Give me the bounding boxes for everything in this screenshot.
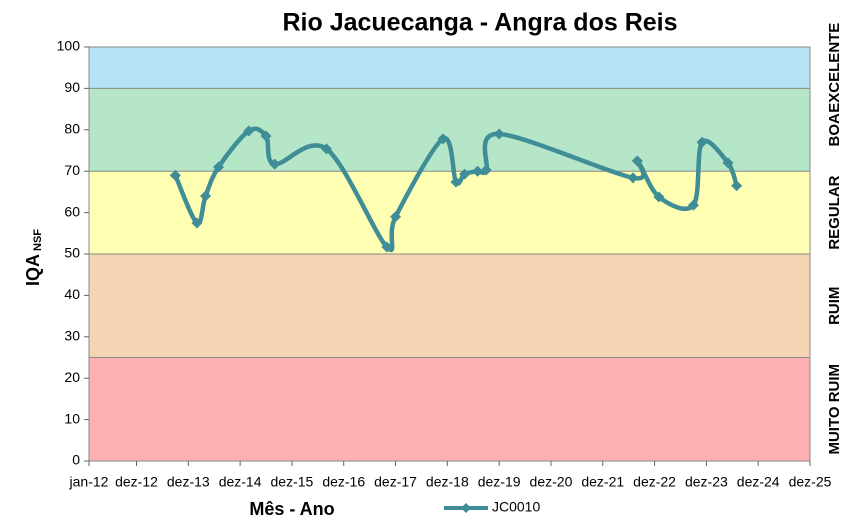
point-marker bbox=[722, 157, 734, 169]
y-tick-label: 0 bbox=[72, 452, 80, 468]
x-tick-label: dez-21 bbox=[581, 474, 624, 490]
point-marker bbox=[260, 130, 272, 142]
y-axis-label-group: IQA NSF bbox=[23, 229, 44, 286]
point-marker bbox=[390, 211, 402, 223]
x-tick-label: dez-18 bbox=[426, 474, 469, 490]
point-marker bbox=[213, 161, 225, 173]
chart-title: Rio Jacuecanga - Angra dos Reis bbox=[282, 9, 677, 37]
x-tick-label: dez-13 bbox=[167, 474, 210, 490]
x-tick-label: dez-24 bbox=[737, 474, 780, 490]
x-tick-label: jan-12 bbox=[69, 474, 109, 490]
point-marker bbox=[493, 128, 505, 140]
y-tick-label: 80 bbox=[64, 121, 80, 137]
y-tick-label: 10 bbox=[64, 410, 80, 426]
y-tick-label: 100 bbox=[57, 38, 81, 54]
point-marker bbox=[627, 172, 639, 184]
band-label-group: REGULAR bbox=[826, 175, 843, 249]
band bbox=[89, 357, 810, 461]
band-label-group: RUIM bbox=[826, 287, 843, 325]
point-marker bbox=[320, 143, 332, 155]
point-marker bbox=[381, 241, 393, 253]
point-marker bbox=[631, 155, 643, 167]
y-tick-label: 50 bbox=[64, 245, 80, 261]
legend-label: JC0010 bbox=[492, 499, 540, 515]
x-tick-label: dez-20 bbox=[530, 474, 573, 490]
y-tick-label: 40 bbox=[64, 286, 80, 302]
band-label: MUITO RUIM bbox=[826, 364, 843, 455]
band-label-group: EXCELENTE bbox=[826, 23, 843, 113]
point-marker bbox=[472, 165, 484, 177]
point-marker bbox=[269, 158, 281, 170]
band-label-group: MUITO RUIM bbox=[826, 364, 843, 455]
point-marker bbox=[653, 191, 665, 203]
x-tick-label: dez-14 bbox=[219, 474, 262, 490]
point-marker bbox=[459, 168, 471, 180]
x-tick-label: dez-15 bbox=[271, 474, 314, 490]
x-axis-label: Mês - Ano bbox=[249, 499, 334, 519]
band-label: BOA bbox=[826, 113, 843, 147]
point-marker bbox=[450, 176, 462, 188]
y-tick-label: 60 bbox=[64, 203, 80, 219]
point-marker bbox=[200, 190, 212, 202]
band bbox=[89, 254, 810, 358]
point-marker bbox=[169, 169, 181, 181]
band-label: REGULAR bbox=[826, 175, 843, 249]
y-tick-label: 70 bbox=[64, 162, 80, 178]
point-marker bbox=[687, 199, 699, 211]
point-marker bbox=[480, 164, 492, 176]
legend-marker bbox=[461, 503, 471, 513]
band-label: EXCELENTE bbox=[826, 23, 843, 113]
point-marker bbox=[731, 180, 743, 192]
x-tick-label: dez-22 bbox=[633, 474, 676, 490]
x-tick-label: dez-17 bbox=[374, 474, 417, 490]
y-tick-label: 20 bbox=[64, 369, 80, 385]
x-tick-label: dez-25 bbox=[789, 474, 832, 490]
band bbox=[89, 47, 810, 89]
y-tick-label: 30 bbox=[64, 328, 80, 344]
x-tick-label: dez-16 bbox=[322, 474, 365, 490]
point-marker bbox=[437, 133, 449, 145]
band bbox=[89, 171, 810, 254]
y-tick-label: 90 bbox=[64, 79, 80, 95]
point-marker bbox=[696, 136, 708, 148]
x-tick-label: dez-23 bbox=[685, 474, 728, 490]
point-marker bbox=[191, 217, 203, 229]
band-label: RUIM bbox=[826, 287, 843, 325]
x-tick-label: dez-19 bbox=[478, 474, 521, 490]
band-label-group: BOA bbox=[826, 113, 843, 147]
y-axis-label: IQA bbox=[23, 254, 43, 286]
x-tick-label: dez-12 bbox=[115, 474, 158, 490]
band bbox=[89, 88, 810, 172]
y-axis-label-sub: NSF bbox=[32, 229, 44, 251]
point-marker bbox=[243, 125, 255, 137]
